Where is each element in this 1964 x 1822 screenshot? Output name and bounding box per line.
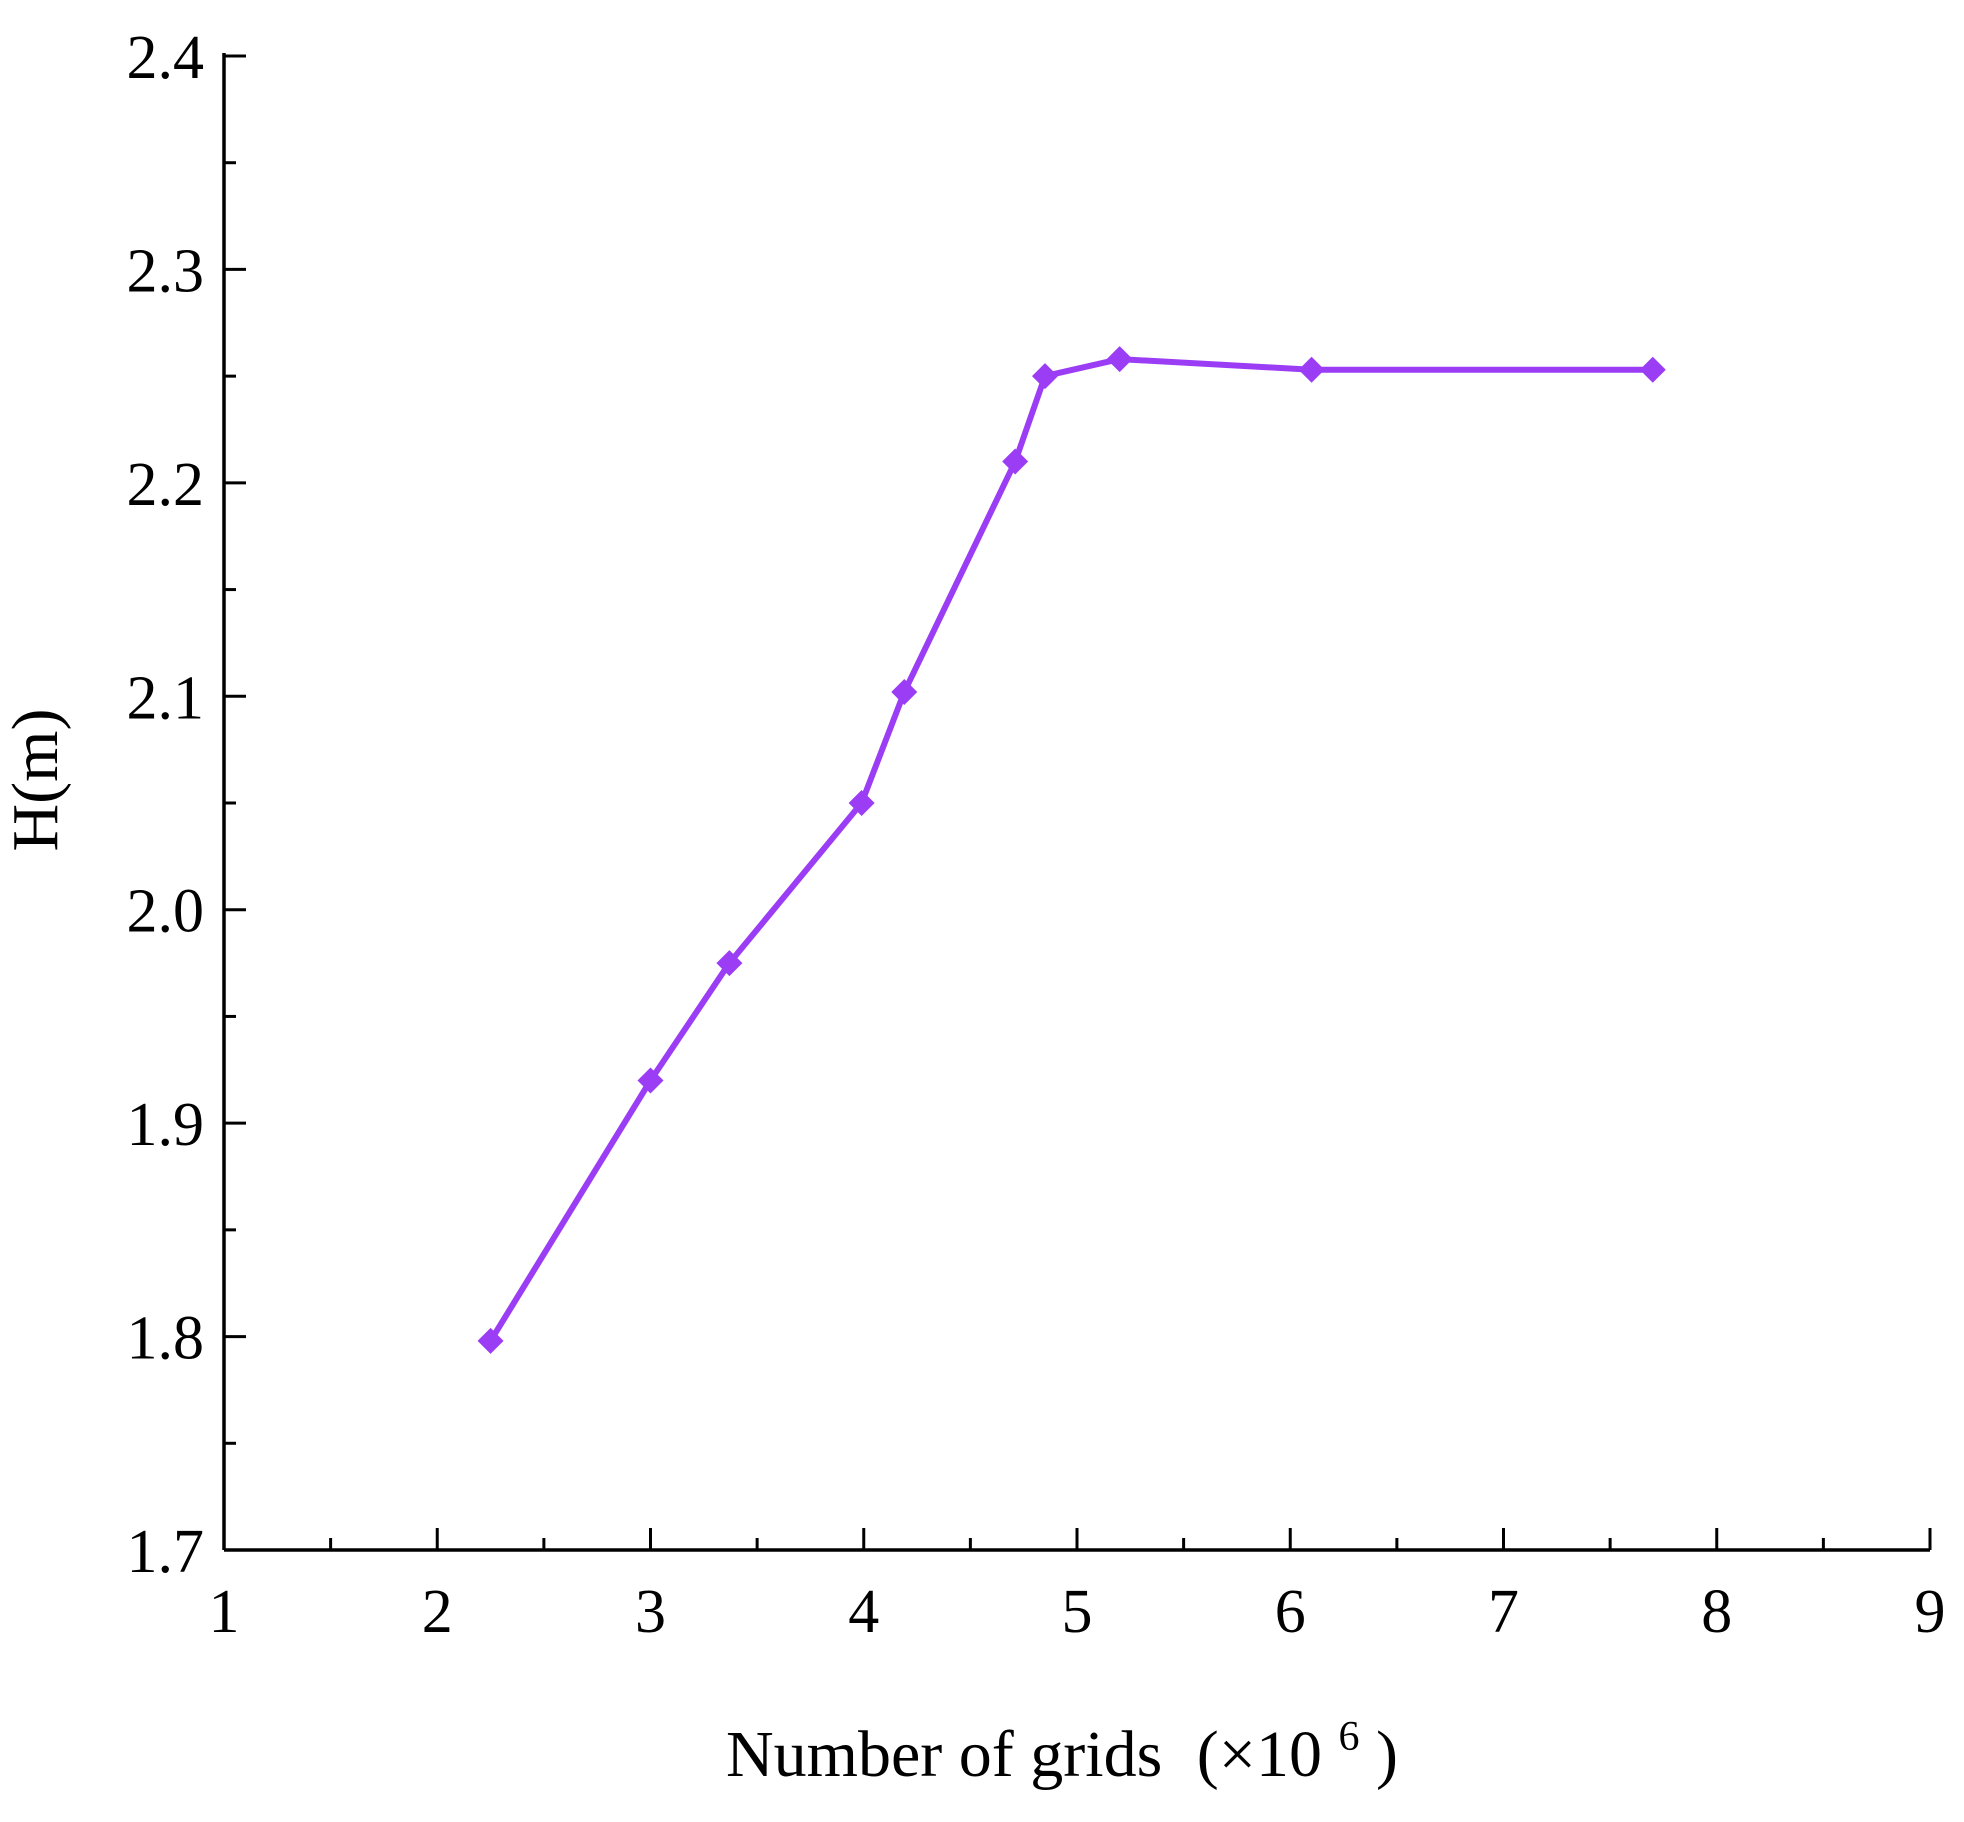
y-tick-label: 1.8 bbox=[127, 1305, 205, 1373]
y-tick-label: 1.9 bbox=[127, 1091, 205, 1159]
y-tick-label: 1.7 bbox=[127, 1518, 205, 1586]
x-tick-label: 7 bbox=[1488, 1578, 1519, 1646]
y-tick-label: 2.0 bbox=[127, 878, 205, 946]
x-tick-label: 9 bbox=[1915, 1578, 1946, 1646]
y-tick-label: 2.4 bbox=[127, 24, 205, 92]
y-tick-label: 2.1 bbox=[127, 664, 205, 732]
x-tick-label: 5 bbox=[1062, 1578, 1093, 1646]
x-axis-title-exponent: 6 bbox=[1338, 1714, 1359, 1760]
series-line bbox=[488, 356, 1653, 1343]
y-tick-label: 2.2 bbox=[127, 451, 205, 519]
x-tick-label: 3 bbox=[635, 1578, 666, 1646]
data-point bbox=[1032, 363, 1059, 390]
x-tick-label: 4 bbox=[848, 1578, 879, 1646]
data-point bbox=[1639, 356, 1666, 383]
data-point bbox=[477, 1327, 504, 1354]
data-point bbox=[716, 950, 743, 977]
x-tick-label: 6 bbox=[1275, 1578, 1306, 1646]
x-axis-title-suffix: (×10 bbox=[1197, 1718, 1322, 1791]
x-tick-label: 1 bbox=[209, 1578, 240, 1646]
data-point bbox=[1002, 448, 1029, 475]
y-axis-title: H(m) bbox=[0, 709, 72, 852]
data-point bbox=[1106, 346, 1133, 373]
x-axis-title-main: Number of grids bbox=[726, 1718, 1162, 1791]
data-point bbox=[1298, 356, 1325, 383]
x-axis-title: Number of grids (×10 6 ) bbox=[726, 1692, 1398, 1791]
y-tick-label: 2.3 bbox=[127, 237, 205, 305]
data-point bbox=[637, 1067, 664, 1094]
axes bbox=[222, 53, 1930, 1552]
tick-labels: 1 2 3 4 5 6 7 8 9 1.7 1.8 1.9 2.0 2.1 2.2 2.3 2.4 bbox=[127, 24, 1946, 1646]
x-axis-title-close: ) bbox=[1376, 1718, 1398, 1791]
data-point bbox=[848, 790, 875, 816]
x-tick-label: 2 bbox=[422, 1578, 453, 1646]
data-point bbox=[891, 679, 918, 706]
ticks bbox=[222, 54, 1932, 1552]
x-tick-label: 8 bbox=[1701, 1578, 1732, 1646]
series bbox=[477, 346, 1666, 1354]
